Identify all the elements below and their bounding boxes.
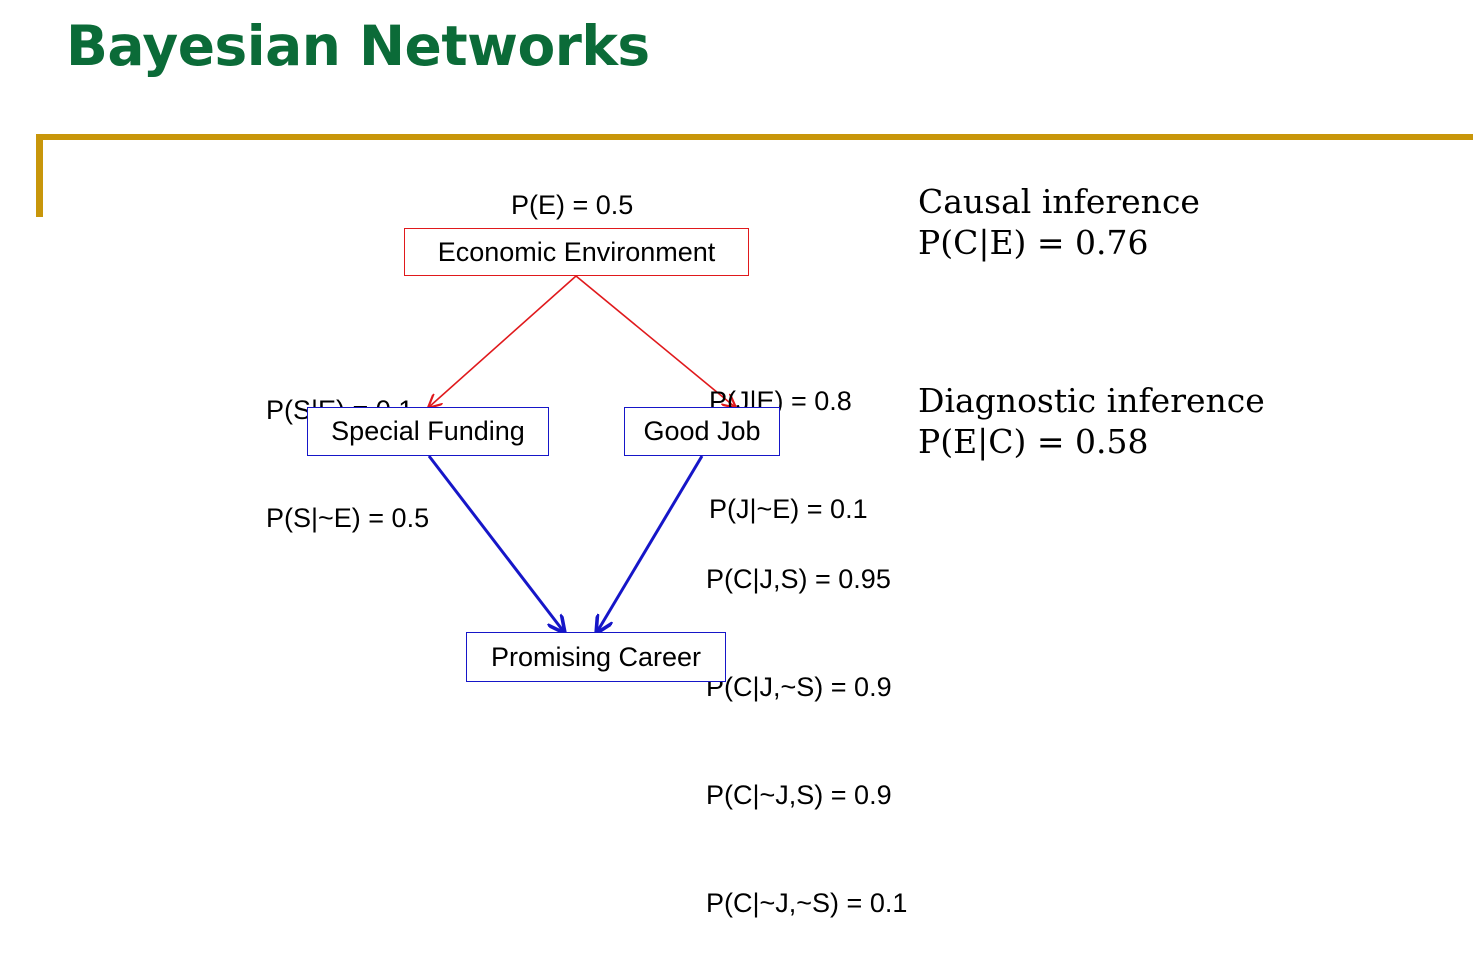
title-rule-vertical: [36, 134, 43, 217]
diagnostic-inference: Diagnostic inference P(E|C) = 0.58: [918, 380, 1265, 462]
edge-economic-to-good-job: [575, 275, 735, 407]
prior-economic: P(E) = 0.5: [511, 190, 634, 220]
node-good-job: Good Job: [624, 407, 780, 456]
cpt-row: P(C|~J,S) = 0.9: [706, 780, 892, 810]
cpt-row: P(C|J,S) = 0.95: [706, 564, 891, 594]
edge-good-job-to-career: [597, 455, 704, 632]
node-economic-environment: Economic Environment: [404, 228, 749, 276]
network-edges: [0, 275, 1473, 721]
node-promising-career: Promising Career: [466, 632, 726, 682]
causal-inference-heading: Causal inference: [918, 182, 1200, 221]
edge-economic-to-special-funding: [429, 275, 577, 407]
causal-inference-value: P(C|E) = 0.76: [918, 223, 1149, 262]
cpt-row: P(S|~E) = 0.5: [266, 503, 430, 533]
causal-inference: Causal inference P(C|E) = 0.76: [918, 181, 1200, 263]
page-title: Bayesian Networks: [66, 14, 650, 78]
cpt-row: P(C|~J,~S) = 0.1: [706, 888, 908, 918]
cpt-good-job: P(J|E) = 0.8 P(J|~E) = 0.1: [709, 311, 868, 563]
edge-special-funding-to-career: [427, 455, 564, 632]
cpt-row: P(C|J,~S) = 0.9: [706, 672, 892, 702]
cpt-row: P(J|~E) = 0.1: [709, 494, 868, 524]
cpt-promising-career: P(C|J,S) = 0.95 P(C|J,~S) = 0.9 P(C|~J,S…: [706, 489, 907, 957]
diagnostic-inference-heading: Diagnostic inference: [918, 381, 1265, 420]
node-special-funding: Special Funding: [307, 407, 549, 456]
diagnostic-inference-value: P(E|C) = 0.58: [918, 422, 1149, 461]
title-rule-horizontal: [36, 134, 1473, 140]
